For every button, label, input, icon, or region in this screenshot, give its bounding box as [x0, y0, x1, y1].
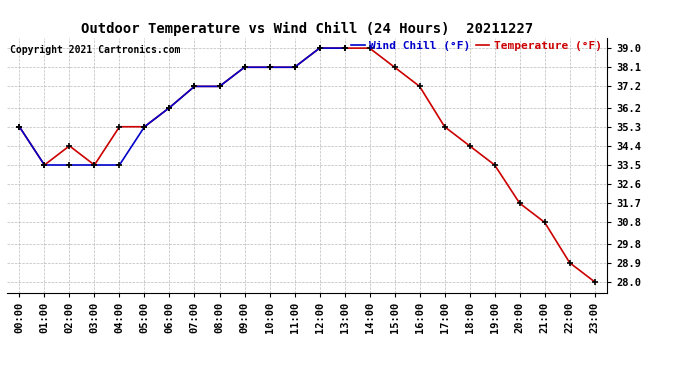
Temperature (°F) — [240, 65, 248, 69]
Temperature (°F) — [15, 124, 23, 129]
Line: Wind Chill (°F): Wind Chill (°F) — [16, 45, 348, 168]
Temperature (°F) — [266, 65, 274, 69]
Temperature (°F) — [40, 163, 48, 167]
Wind Chill (°F) — [40, 163, 48, 167]
Temperature (°F) — [566, 261, 574, 265]
Temperature (°F) — [491, 163, 499, 167]
Wind Chill (°F) — [115, 163, 124, 167]
Temperature (°F) — [440, 124, 449, 129]
Line: Temperature (°F): Temperature (°F) — [16, 45, 598, 285]
Temperature (°F) — [215, 84, 224, 88]
Wind Chill (°F) — [90, 163, 99, 167]
Temperature (°F) — [515, 201, 524, 206]
Temperature (°F) — [115, 124, 124, 129]
Temperature (°F) — [140, 124, 148, 129]
Wind Chill (°F) — [290, 65, 299, 69]
Temperature (°F) — [366, 46, 374, 50]
Title: Outdoor Temperature vs Wind Chill (24 Hours)  20211227: Outdoor Temperature vs Wind Chill (24 Ho… — [81, 22, 533, 36]
Wind Chill (°F) — [166, 105, 174, 110]
Wind Chill (°F) — [315, 46, 324, 50]
Wind Chill (°F) — [140, 124, 148, 129]
Wind Chill (°F) — [66, 163, 74, 167]
Temperature (°F) — [415, 84, 424, 88]
Temperature (°F) — [540, 220, 549, 225]
Temperature (°F) — [315, 46, 324, 50]
Temperature (°F) — [166, 105, 174, 110]
Temperature (°F) — [66, 144, 74, 148]
Wind Chill (°F) — [190, 84, 199, 88]
Wind Chill (°F) — [266, 65, 274, 69]
Temperature (°F) — [340, 46, 348, 50]
Temperature (°F) — [466, 144, 474, 148]
Wind Chill (°F) — [15, 124, 23, 129]
Temperature (°F) — [190, 84, 199, 88]
Text: Copyright 2021 Cartronics.com: Copyright 2021 Cartronics.com — [10, 45, 180, 55]
Wind Chill (°F) — [240, 65, 248, 69]
Wind Chill (°F) — [215, 84, 224, 88]
Temperature (°F) — [391, 65, 399, 69]
Temperature (°F) — [90, 163, 99, 167]
Wind Chill (°F) — [340, 46, 348, 50]
Temperature (°F) — [591, 280, 599, 284]
Temperature (°F) — [290, 65, 299, 69]
Legend: Wind Chill (°F), Temperature (°F): Wind Chill (°F), Temperature (°F) — [351, 40, 602, 51]
